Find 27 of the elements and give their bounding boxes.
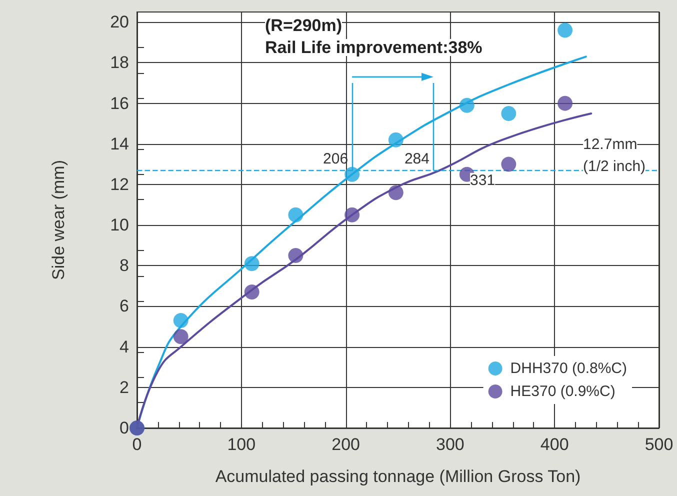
ref-line-label: 284 (404, 150, 430, 168)
y-tick-label: 12 (110, 174, 129, 194)
y-tick-label: 10 (110, 216, 129, 235)
x-axis-title: Acumulated passing tonnage (Million Gross Ton) (215, 467, 581, 486)
y-tick-label: 16 (110, 94, 129, 113)
y-tick-label: 20 (110, 12, 129, 32)
x-tick-label: 400 (540, 435, 569, 454)
legend-label: HE370 (0.9%C) (510, 383, 616, 400)
y-tick-label: 8 (120, 256, 129, 276)
y-tick-label: 4 (120, 337, 129, 356)
annotation: 331 (470, 172, 496, 189)
x-tick-label: 500 (644, 435, 674, 454)
y-tick-label: 18 (110, 53, 129, 72)
y-tick-label: 2 (120, 378, 129, 397)
x-tick-label: 200 (332, 435, 360, 454)
annotation: Rail Life improvement:38% (265, 38, 482, 57)
y-tick-label: 14 (110, 134, 129, 154)
x-tick-label: 100 (227, 435, 256, 454)
annotation: 12.7mm (583, 136, 638, 153)
annotation: (1/2 inch) (583, 158, 646, 175)
x-tick-label: 0 (132, 435, 142, 454)
legend-label: DHH370 (0.8%C) (510, 360, 628, 377)
annotation: (R=290m) (265, 16, 342, 35)
x-tick-label: 300 (436, 435, 464, 454)
y-tick-label: 6 (120, 296, 129, 316)
y-axis-title: Side wear (mm) (49, 160, 68, 280)
y-tick-label: 0 (120, 418, 129, 438)
